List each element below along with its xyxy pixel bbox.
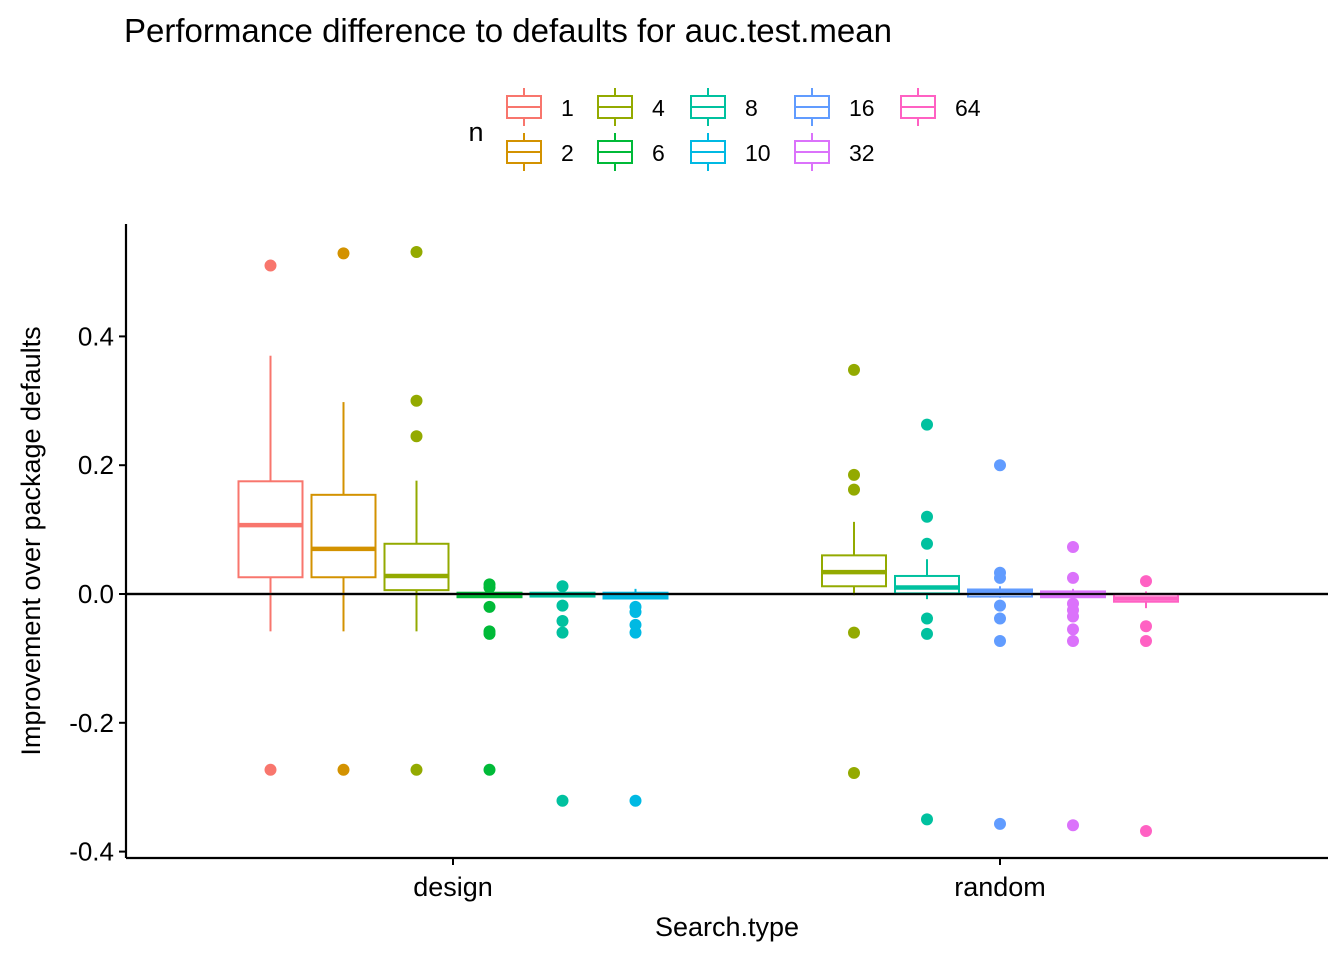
legend-label-4: 4	[652, 95, 665, 121]
box-design-n6	[456, 578, 523, 776]
outlier-point	[629, 626, 642, 639]
outlier-point	[1067, 623, 1079, 636]
outlier-point	[921, 418, 933, 431]
x-axis-label: Search.type	[655, 912, 799, 942]
legend-key-64	[900, 88, 936, 126]
outlier-point	[994, 612, 1006, 625]
outlier-point	[994, 459, 1006, 472]
box-random-n32	[1040, 540, 1106, 832]
outlier-point	[556, 580, 569, 593]
legend-key-10	[690, 133, 726, 171]
chart-title: Performance difference to defaults for a…	[124, 12, 892, 49]
legend-label-8: 8	[745, 95, 758, 121]
outlier-point	[629, 606, 642, 619]
plot-area	[126, 246, 1328, 837]
outlier-point	[1140, 824, 1152, 837]
legend-key-6	[597, 133, 633, 171]
box-design-n2	[310, 247, 377, 776]
legend-label-10: 10	[745, 140, 771, 166]
legend-key-4	[597, 88, 633, 126]
legend-label-16: 16	[849, 95, 875, 121]
legend-label-64: 64	[955, 95, 981, 121]
y-tick-label: -0.2	[69, 708, 114, 738]
outlier-point	[994, 571, 1006, 584]
outlier-point	[556, 615, 569, 628]
outlier-point	[410, 763, 423, 776]
outlier-point	[410, 430, 423, 443]
x-tick-label-random: random	[954, 872, 1046, 902]
outlier-point	[410, 394, 423, 407]
outlier-point	[556, 794, 569, 807]
outlier-point	[1067, 610, 1079, 623]
outlier-point	[848, 767, 860, 780]
legend-label-32: 32	[849, 140, 875, 166]
outlier-point	[556, 599, 569, 612]
legend-key-1	[506, 88, 542, 126]
box-random-n16	[967, 459, 1033, 830]
box-random-n64	[1113, 575, 1179, 837]
iqr-box	[237, 480, 304, 579]
outlier-point	[994, 599, 1006, 612]
outlier-point	[1067, 571, 1079, 584]
iqr-box	[383, 542, 450, 592]
legend-label-1: 1	[561, 95, 574, 121]
outlier-point	[921, 627, 933, 640]
legend-title: n	[468, 117, 483, 147]
outlier-point	[629, 794, 642, 807]
outlier-point	[848, 626, 860, 639]
legend-key-32	[794, 133, 830, 171]
outlier-point	[848, 468, 860, 481]
box-design-n4	[383, 246, 450, 776]
y-tick-label: 0.4	[78, 321, 114, 351]
legend-label-2: 2	[561, 140, 574, 166]
box-design-n8	[529, 580, 596, 807]
box-random-n4	[821, 363, 887, 780]
outlier-point	[264, 763, 277, 776]
x-tick-label-design: design	[413, 872, 493, 902]
outlier-point	[994, 817, 1006, 830]
outlier-point	[1067, 635, 1079, 648]
outlier-point	[1140, 635, 1152, 648]
legend: n 1 4 8 16 64 2 6 10 32	[468, 88, 981, 171]
outlier-point	[1140, 575, 1152, 588]
y-tick-label: 0.0	[78, 579, 114, 609]
y-tick-label: -0.4	[69, 837, 114, 867]
outlier-point	[921, 510, 933, 523]
outlier-point	[556, 626, 569, 639]
outlier-point	[848, 363, 860, 376]
outlier-point	[1140, 620, 1152, 633]
iqr-box	[894, 574, 960, 595]
box-random-n8	[894, 418, 960, 826]
legend-key-2	[506, 133, 542, 171]
outlier-point	[1067, 819, 1079, 832]
outlier-point	[264, 259, 277, 272]
legend-label-6: 6	[652, 140, 665, 166]
iqr-box	[310, 493, 377, 579]
outlier-point	[921, 612, 933, 625]
outlier-point	[921, 537, 933, 550]
outlier-point	[483, 600, 496, 613]
axes: -0.4 -0.2 0.0 0.2 0.4 design random Search.type…	[16, 224, 1328, 942]
outlier-point	[483, 581, 496, 594]
box-design-n1	[237, 259, 304, 776]
outlier-point	[483, 763, 496, 776]
outlier-point	[994, 635, 1006, 648]
legend-key-8	[690, 88, 726, 126]
y-tick-label: 0.2	[78, 450, 114, 480]
box-design-n10	[602, 588, 669, 807]
outlier-point	[483, 627, 496, 640]
outlier-point	[1067, 540, 1079, 553]
outlier-point	[848, 483, 860, 496]
outlier-point	[337, 247, 350, 260]
outlier-point	[337, 763, 350, 776]
legend-key-16	[794, 88, 830, 126]
y-axis-label: Improvement over package defaults	[16, 326, 46, 755]
outlier-point	[410, 246, 423, 259]
outlier-point	[921, 813, 933, 826]
